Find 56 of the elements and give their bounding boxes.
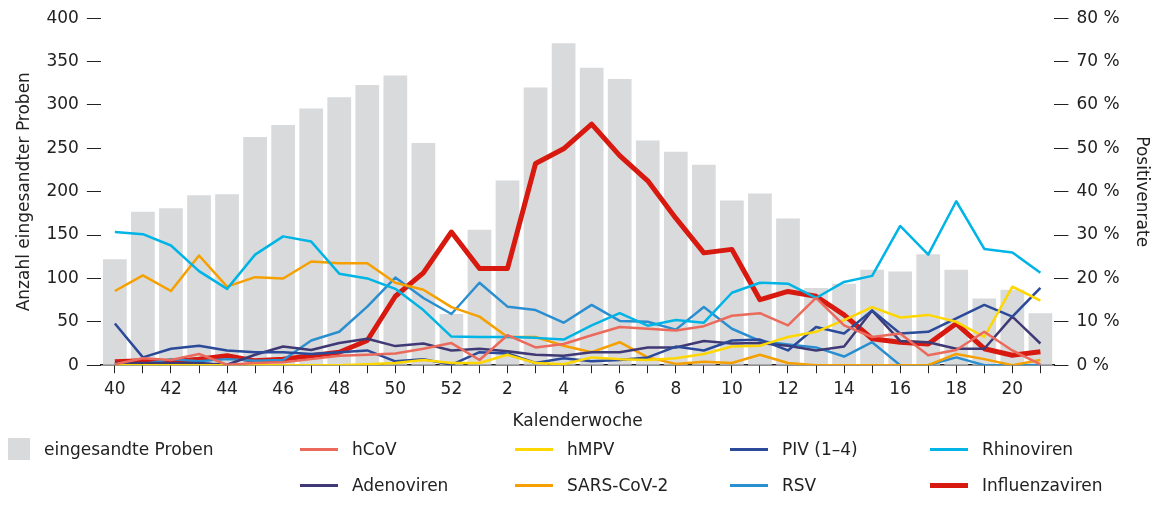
y2-tick-label: 20 % xyxy=(1076,266,1120,287)
y-tick-label: 150 xyxy=(46,223,79,244)
y2-tick-label: 50 % xyxy=(1076,136,1120,157)
x-tick-label: 2 xyxy=(502,377,513,398)
x-tick-label: 42 xyxy=(160,377,182,398)
bar xyxy=(551,43,576,365)
bar xyxy=(327,97,352,365)
x-tick-label: 44 xyxy=(216,377,238,398)
legend-label: PIV (1–4) xyxy=(782,439,858,459)
y2-tick-label: 70 % xyxy=(1076,50,1120,70)
legend-label: hCoV xyxy=(352,439,397,459)
x-tick-label: 20 xyxy=(1001,377,1024,398)
legend-label: Adenoviren xyxy=(352,475,449,495)
x-tick-label: 4 xyxy=(558,377,570,398)
legend-label: RSV xyxy=(782,475,817,495)
bar xyxy=(271,124,296,365)
x-tick-label: 52 xyxy=(440,377,463,398)
bar xyxy=(243,137,267,365)
y2-tick-label: 30 % xyxy=(1076,223,1120,244)
y-tick-label: 300 xyxy=(46,93,79,114)
legend-label: Rhinoviren xyxy=(982,439,1074,459)
bar xyxy=(299,108,324,365)
y2-axis-title: Positivenrate xyxy=(1133,136,1154,248)
y2-tick-label: 60 % xyxy=(1076,93,1120,114)
y2-tick-label: 40 % xyxy=(1076,180,1120,201)
y2-tick-label: 0 % xyxy=(1076,353,1109,374)
legend-label: Influenzaviren xyxy=(982,475,1103,495)
x-tick-label: 12 xyxy=(777,377,799,398)
x-tick-label: 8 xyxy=(670,377,682,398)
y-tick-label: 50 xyxy=(57,310,79,331)
y-tick-label: 100 xyxy=(46,266,79,287)
legend-label: eingesandte Proben xyxy=(44,439,214,459)
y-axis-title: Anzahl eingesandter Proben xyxy=(12,72,33,312)
y-tick-label: 350 xyxy=(46,50,79,70)
x-tick-label: 46 xyxy=(272,377,294,398)
x-axis-title: Kalenderwoche xyxy=(512,410,643,431)
y-tick-label: 0 xyxy=(68,353,79,374)
y-tick-label: 400 xyxy=(46,6,79,27)
bar xyxy=(103,259,127,365)
x-tick-label: 10 xyxy=(721,377,743,398)
y-tick-label: 250 xyxy=(46,136,79,157)
x-tick-label: 50 xyxy=(384,377,407,398)
bar xyxy=(579,67,604,365)
y-tick-label: 200 xyxy=(46,180,79,201)
x-tick-label: 16 xyxy=(889,377,911,398)
x-tick-label: 14 xyxy=(833,377,855,398)
bar xyxy=(607,78,632,365)
x-tick-label: 6 xyxy=(614,377,626,398)
x-tick-label: 18 xyxy=(945,377,968,398)
x-tick-label: 48 xyxy=(328,377,351,398)
y2-tick-label: 10 % xyxy=(1076,310,1120,331)
legend-label: hMPV xyxy=(567,439,615,459)
x-tick-label: 40 xyxy=(104,377,126,398)
y2-tick-label: 80 % xyxy=(1076,6,1120,27)
legend-label: SARS-CoV-2 xyxy=(567,475,669,495)
bar xyxy=(635,140,660,365)
